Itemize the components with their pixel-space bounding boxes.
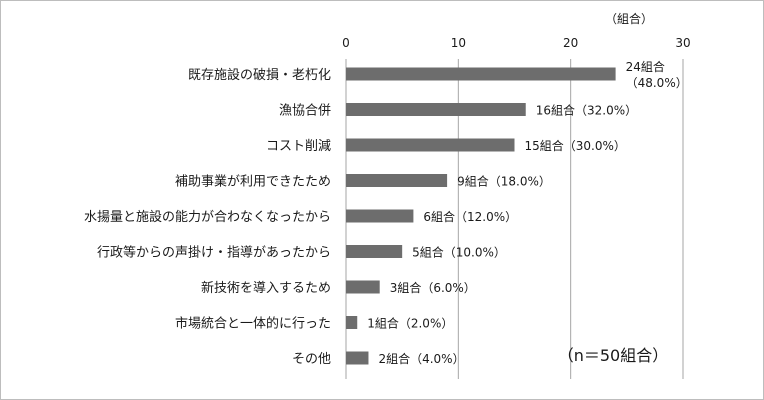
bar (346, 209, 414, 223)
data-label: 1組合（2.0%） (367, 316, 453, 331)
category-label: 漁協合併 (279, 104, 331, 119)
bar (346, 67, 616, 81)
category-label: 既存施設の破損・老朽化 (188, 67, 331, 83)
data-label: 2組合（4.0%） (378, 351, 464, 366)
bar (346, 138, 515, 152)
category-label: 市場統合と一体的に行った (175, 316, 331, 332)
data-label: 15組合（30.0%） (525, 138, 626, 153)
category-label: 水揚量と施設の能力が合わなくなったから (84, 209, 331, 225)
sample-size-annotation: （n＝50組合） (558, 346, 669, 365)
bar (346, 351, 369, 365)
data-label: 3組合（6.0%） (390, 280, 476, 295)
bar (346, 280, 380, 294)
x-axis-ticks: 0 10 20 30 (342, 36, 690, 50)
bar (346, 174, 448, 187)
data-label: 5組合（10.0%） (412, 245, 506, 260)
data-label: 9組合（18.0%） (457, 174, 551, 189)
x-tick-label: 30 (675, 36, 690, 50)
category-label: その他 (292, 352, 331, 367)
x-tick-label: 20 (563, 36, 578, 50)
data-label: （48.0%） (626, 76, 688, 90)
category-label: コスト削減 (266, 138, 331, 154)
axis-unit-label: （組合） (605, 11, 653, 26)
bar (346, 316, 358, 329)
bars (346, 67, 616, 365)
category-label: 行政等からの声掛け・指導があったから (97, 245, 331, 261)
data-label: 6組合（12.0%） (423, 209, 517, 224)
data-label: 24組合 (626, 59, 665, 74)
x-tick-label: 0 (342, 36, 350, 50)
data-label: 16組合（32.0%） (536, 103, 637, 118)
bar (346, 103, 526, 116)
category-label: 新技術を導入するため (201, 280, 331, 296)
category-labels: 既存施設の破損・老朽化漁協合併コスト削減補助事業が利用できたため水揚量と施設の能… (84, 67, 331, 367)
category-label: 補助事業が利用できたため (175, 174, 331, 190)
x-tick-label: 10 (451, 36, 466, 50)
bar (346, 245, 403, 258)
data-labels: 24組合 （48.0%） 16組合（32.0%） 15組合（30.0%） 9組合（18.… (367, 59, 687, 366)
